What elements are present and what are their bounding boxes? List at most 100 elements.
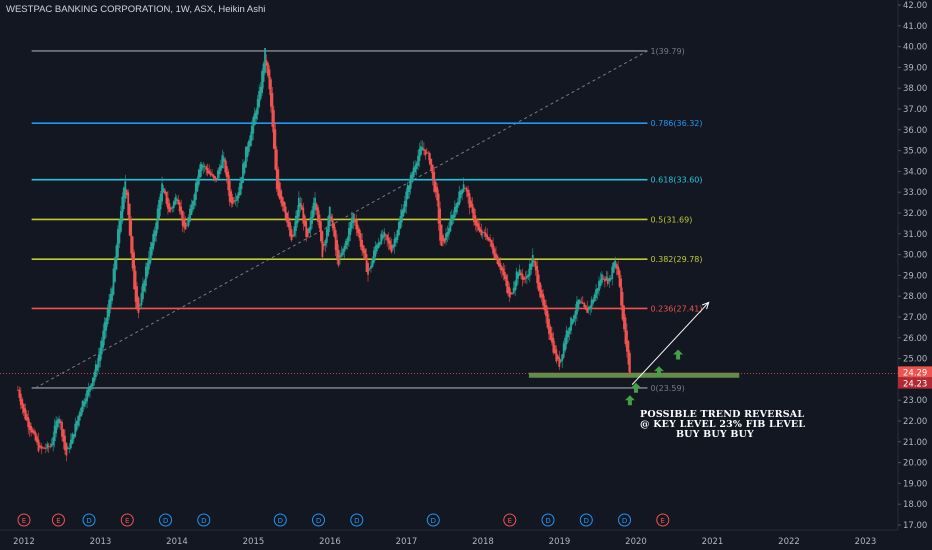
candle-body: [237, 192, 240, 199]
candle-body: [470, 200, 472, 208]
candle-body: [246, 146, 249, 158]
candle-body: [186, 225, 188, 227]
candle-body: [378, 242, 381, 246]
candle-body: [242, 163, 244, 184]
candle-body: [27, 417, 30, 428]
candle-body: [193, 194, 196, 206]
candle-body: [615, 263, 618, 269]
candle-body: [320, 221, 322, 242]
candle-body: [274, 129, 277, 170]
candle-body: [92, 377, 94, 387]
candle-body: [562, 343, 565, 358]
candle-body: [493, 248, 496, 259]
candle-body: [531, 254, 534, 267]
candle-body: [427, 152, 430, 154]
candle-body: [458, 191, 461, 205]
candle-body: [468, 193, 471, 208]
dividend-marker: [312, 513, 326, 527]
time-axis-label: 2019: [549, 537, 571, 547]
candle-body: [551, 333, 553, 343]
candle-body: [97, 354, 100, 368]
candle-body: [168, 203, 171, 213]
candle-body: [552, 337, 555, 353]
candle-body: [321, 231, 324, 257]
candle-body: [598, 281, 600, 291]
candle-body: [499, 263, 502, 270]
candle-body: [548, 318, 550, 335]
candle-body: [106, 309, 109, 325]
candle-body: [589, 306, 592, 309]
candle-body: [90, 383, 93, 389]
candle-body: [371, 258, 374, 268]
candle-body: [395, 237, 397, 243]
candle-body: [133, 252, 136, 290]
candle-body: [264, 48, 266, 73]
candle-body: [178, 202, 181, 212]
price-axis-label: 18.00: [903, 500, 927, 510]
candle-body: [506, 280, 509, 293]
candle-body: [217, 170, 219, 179]
candle-body: [576, 301, 578, 315]
candle-body: [284, 206, 287, 219]
candle-body: [417, 155, 419, 166]
candle-body: [165, 191, 168, 204]
candle-body: [503, 271, 506, 280]
candle-body: [268, 69, 271, 90]
candle-body: [28, 422, 31, 430]
candle-body: [577, 299, 580, 309]
candle-body: [83, 401, 85, 407]
candle-body: [599, 279, 602, 286]
candle-body: [127, 192, 130, 215]
candle-body: [130, 219, 133, 254]
candle-body: [280, 190, 283, 204]
candle-body: [400, 210, 403, 223]
candle-body: [49, 446, 52, 448]
candle-body: [43, 447, 46, 449]
candle-body: [352, 213, 355, 224]
candle-body: [297, 197, 300, 217]
candle-body: [555, 349, 558, 362]
candle-body: [409, 175, 412, 189]
candle-body: [227, 171, 230, 191]
candle-body: [398, 222, 400, 236]
candle-body: [22, 403, 25, 413]
candle-body: [306, 228, 309, 237]
candle-body: [356, 224, 359, 234]
candle-body: [162, 188, 165, 193]
candle-body: [199, 164, 202, 178]
candle-body: [486, 234, 489, 240]
candle-body: [169, 207, 172, 210]
candle-body: [286, 212, 289, 223]
candle-body: [353, 218, 356, 222]
candle-body: [568, 327, 571, 334]
dividend-marker: [426, 513, 440, 527]
candle-body: [212, 174, 215, 178]
price-tag: [898, 366, 932, 378]
candle-body: [405, 191, 408, 207]
projection-arrow-line: [631, 302, 710, 385]
candle-body: [628, 352, 631, 374]
candle-body: [453, 206, 456, 218]
candle-body: [445, 233, 447, 241]
event-marker-label: D: [545, 517, 550, 525]
price-axis-label: 40.00: [903, 43, 927, 53]
candle-body: [58, 418, 60, 424]
candle-body: [262, 63, 265, 82]
candle-body: [481, 231, 484, 233]
candle-body: [239, 183, 241, 196]
price-axis-label: 22.00: [903, 417, 927, 427]
fib-level-label: 0.5(31.69): [650, 215, 692, 224]
candle-body: [478, 226, 481, 232]
candle-body: [564, 337, 567, 351]
time-axis-label: 2023: [855, 537, 877, 547]
candle-body: [390, 244, 393, 253]
candle-body: [234, 200, 237, 202]
candle-body: [283, 201, 286, 212]
candle-body: [543, 299, 546, 311]
candle-body: [87, 387, 90, 396]
annotation-line-2: @ KEY LEVEL 23% FIB LEVEL: [640, 419, 806, 430]
candle-body: [580, 301, 583, 303]
candle-body: [68, 448, 71, 449]
chart-title: WESTPAC BANKING CORPORATION, 1W, ASX, He…: [6, 4, 266, 15]
